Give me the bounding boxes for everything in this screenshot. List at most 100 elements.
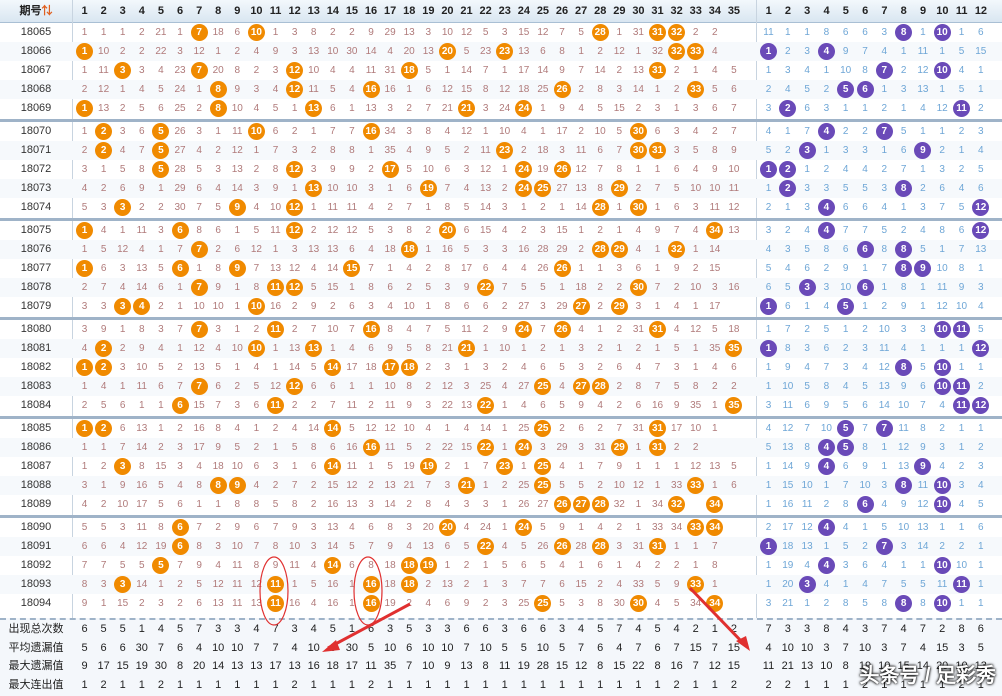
sort-arrow-icon[interactable]: ⇅ (41, 5, 53, 17)
front-ball[interactable]: 3 (114, 576, 132, 593)
front-ball[interactable]: 2 (95, 340, 113, 357)
front-ball[interactable]: 28 (591, 199, 609, 216)
back-ball[interactable]: 12 (972, 199, 990, 216)
period-id[interactable]: 18077 (20, 262, 52, 274)
front-ball[interactable]: 31 (649, 62, 666, 79)
front-ball[interactable]: 27 (572, 378, 590, 395)
back-ball[interactable]: 1 (760, 538, 777, 555)
front-ball[interactable]: 18 (400, 576, 418, 593)
back-ball[interactable]: 6 (856, 241, 874, 258)
period-id[interactable]: 18068 (20, 83, 52, 95)
front-ball[interactable]: 21 (458, 100, 475, 117)
front-ball[interactable]: 7 (190, 24, 208, 41)
period-id[interactable]: 18084 (20, 399, 52, 411)
front-ball[interactable]: 10 (247, 340, 265, 357)
back-ball[interactable]: 10 (933, 496, 951, 513)
front-ball[interactable]: 22 (477, 397, 495, 414)
period-id[interactable]: 18067 (20, 64, 52, 76)
back-ball[interactable]: 12 (972, 222, 990, 239)
front-ball[interactable]: 12 (286, 161, 304, 178)
front-ball[interactable]: 32 (668, 496, 686, 513)
front-col-header[interactable]: 18 (403, 5, 416, 17)
back-ball[interactable]: 4 (817, 557, 835, 574)
period-id[interactable]: 18066 (20, 45, 52, 57)
front-ball[interactable]: 27 (572, 298, 590, 315)
front-ball[interactable]: 30 (629, 123, 647, 140)
front-ball[interactable]: 13 (305, 100, 323, 117)
back-ball[interactable]: 7 (875, 62, 893, 79)
front-ball[interactable]: 32 (668, 241, 686, 258)
back-ball[interactable]: 5 (837, 298, 855, 315)
front-col-header[interactable]: 7 (196, 5, 203, 17)
period-id[interactable]: 18069 (20, 102, 52, 114)
front-ball[interactable]: 20 (438, 519, 456, 536)
front-col-header[interactable]: 11 (269, 5, 282, 17)
front-col-header[interactable]: 12 (288, 5, 301, 17)
back-ball[interactable]: 4 (817, 222, 835, 239)
back-ball[interactable]: 5 (837, 439, 855, 456)
front-ball[interactable]: 9 (228, 199, 246, 216)
front-col-header[interactable]: 31 (651, 5, 664, 17)
back-ball[interactable]: 5 (837, 420, 855, 437)
front-col-header[interactable]: 3 (119, 5, 126, 17)
back-ball[interactable]: 10 (933, 595, 951, 612)
back-ball[interactable]: 7 (875, 420, 893, 437)
front-ball[interactable]: 3 (114, 298, 132, 315)
front-ball[interactable]: 5 (152, 123, 170, 140)
back-ball[interactable]: 11 (953, 576, 970, 593)
front-ball[interactable]: 16 (362, 576, 380, 593)
period-id[interactable]: 18094 (20, 597, 52, 609)
front-col-header[interactable]: 35 (727, 5, 741, 17)
period-id[interactable]: 18070 (20, 125, 52, 137)
period-id[interactable]: 18079 (20, 300, 52, 312)
front-ball[interactable]: 3 (114, 458, 132, 475)
period-id[interactable]: 18076 (20, 243, 52, 255)
front-ball[interactable]: 35 (725, 340, 743, 357)
back-col-header[interactable]: 10 (936, 5, 949, 17)
back-ball[interactable]: 8 (895, 241, 913, 258)
back-col-header[interactable]: 7 (881, 5, 888, 17)
front-col-header[interactable]: 2 (100, 5, 107, 17)
front-ball[interactable]: 10 (247, 298, 265, 315)
front-ball[interactable]: 12 (286, 199, 304, 216)
front-ball[interactable]: 25 (534, 180, 552, 197)
back-ball[interactable]: 12 (972, 340, 990, 357)
back-col-header[interactable]: 5 (842, 5, 849, 17)
front-ball[interactable]: 25 (534, 477, 552, 494)
front-ball[interactable]: 35 (725, 397, 743, 414)
period-id[interactable]: 18083 (20, 380, 52, 392)
back-ball[interactable]: 4 (817, 519, 835, 536)
front-ball[interactable]: 31 (649, 321, 666, 338)
front-ball[interactable]: 19 (419, 180, 437, 197)
front-ball[interactable]: 20 (438, 222, 456, 239)
front-ball[interactable]: 34 (706, 222, 724, 239)
front-ball[interactable]: 2 (95, 142, 113, 159)
front-ball[interactable]: 31 (649, 142, 666, 159)
period-id[interactable]: 18086 (20, 441, 52, 453)
period-id[interactable]: 18074 (20, 201, 52, 213)
back-col-header[interactable]: 11 (955, 5, 968, 17)
back-ball[interactable]: 10 (933, 321, 951, 338)
front-ball[interactable]: 26 (553, 260, 571, 277)
front-ball[interactable]: 5 (152, 142, 170, 159)
front-ball[interactable]: 24 (515, 519, 533, 536)
back-ball[interactable]: 9 (914, 142, 932, 159)
period-id[interactable]: 18071 (20, 144, 52, 156)
back-col-header[interactable]: 8 (900, 5, 907, 17)
front-ball[interactable]: 1 (76, 222, 93, 239)
period-id[interactable]: 18088 (20, 479, 52, 491)
front-ball[interactable]: 24 (515, 180, 533, 197)
front-ball[interactable]: 13 (305, 180, 323, 197)
front-ball[interactable]: 18 (400, 359, 418, 376)
back-ball[interactable]: 2 (779, 180, 797, 197)
front-ball[interactable]: 11 (267, 595, 284, 612)
front-ball[interactable]: 9 (228, 260, 246, 277)
front-ball[interactable]: 23 (496, 458, 514, 475)
period-id[interactable]: 18065 (20, 26, 52, 38)
front-ball[interactable]: 33 (687, 477, 705, 494)
front-ball[interactable]: 24 (515, 100, 533, 117)
front-ball[interactable]: 28 (591, 538, 609, 555)
period-header[interactable]: 期号⇅ (0, 0, 72, 22)
front-ball[interactable]: 7 (190, 279, 208, 296)
front-ball[interactable]: 16 (362, 321, 380, 338)
